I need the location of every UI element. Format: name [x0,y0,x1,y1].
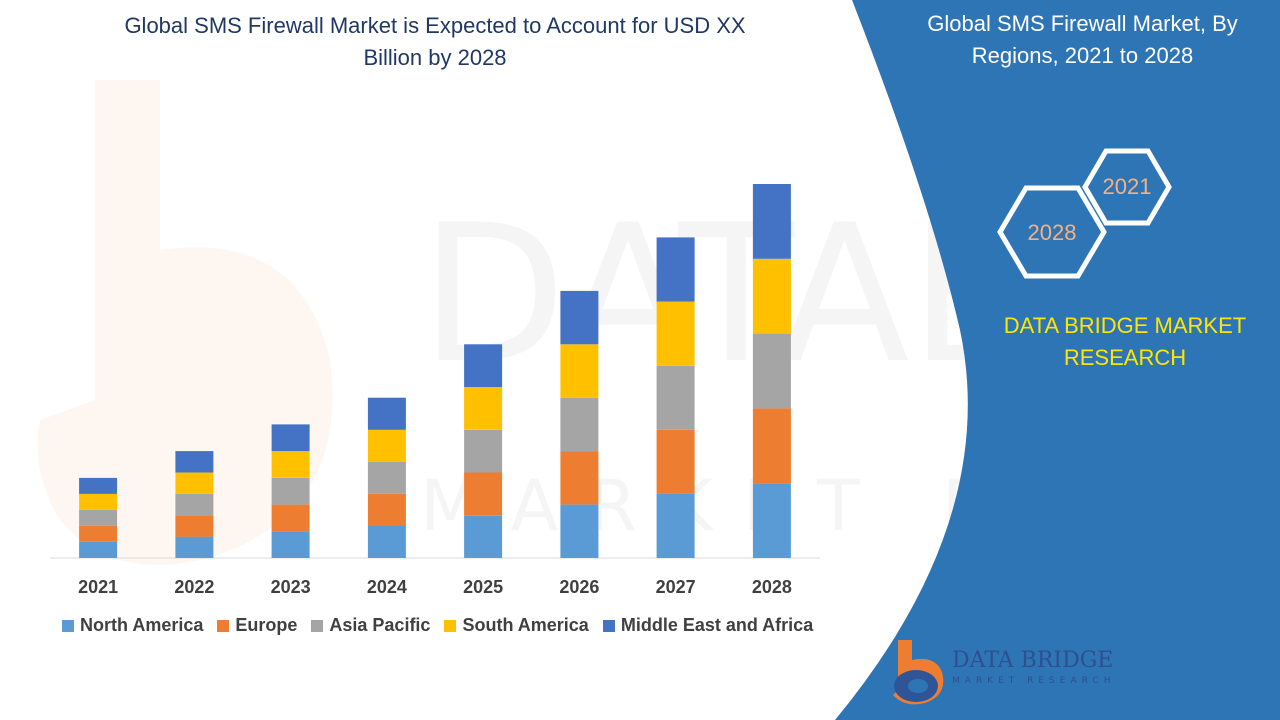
bar-segment-2025-europe [464,472,503,516]
legend-swatch [217,619,230,632]
legend-label: Middle East and Africa [620,615,814,635]
bar-segment-2023-middle-east-and-africa [271,424,310,452]
bar-segment-2021-middle-east-and-africa [79,477,118,494]
bar-segment-2027-north-america [656,493,695,558]
logo-tagline: MARKET RESEARCH [952,676,1116,686]
brand-name: DATA BRIDGE MARKET RESEARCH [1003,313,1247,370]
hexagon-2021 [1082,148,1172,226]
x-tick-label-2022: 2022 [174,577,214,597]
bar-segment-2027-asia-pacific [656,365,695,430]
x-tick-label-2024: 2024 [367,577,407,597]
legend-item-europe: Europe [217,615,297,636]
bar-segment-2022-asia-pacific [175,493,214,516]
x-tick-label-2021: 2021 [78,577,118,597]
bar-segment-2026-middle-east-and-africa [560,290,599,345]
bar-segment-2023-europe [271,504,310,532]
bar-segment-2021-north-america [79,542,118,558]
bar-segment-2026-north-america [560,504,599,558]
logo-name: DATA BRIDGE [952,648,1114,673]
stacked-bar-chart: 2021 2022 2023 2024 2025 2026 2027 2028 [50,184,820,597]
bar-segment-2024-middle-east-and-africa [367,397,406,430]
chart-title: Global SMS Firewall Market is Expected t… [124,13,746,70]
bar-segment-2028-asia-pacific [752,333,791,409]
bar-segment-2022-middle-east-and-africa [175,451,214,473]
legend-label: Asia Pacific [329,615,431,635]
legend-label: Europe [235,615,298,635]
legend-swatch [62,619,74,632]
legend-swatch [444,619,457,632]
bar-segment-2021-asia-pacific [79,509,118,526]
right-panel [835,0,1280,720]
hexagon-2021-label: 2021 [1103,174,1152,199]
x-tick-label-2028: 2028 [752,577,792,597]
bar-segment-2026-europe [560,451,599,505]
x-tick-label-2025: 2025 [463,577,503,597]
panel-title: Global SMS Firewall Market, By Regions, … [927,11,1238,68]
legend-item-asia-pacific: Asia Pacific [311,615,430,636]
bar-segment-2021-south-america [79,493,118,510]
bar-segment-2022-europe [175,515,214,537]
legend-item-south-america: South America [444,615,589,636]
x-tick-label-2023: 2023 [271,577,311,597]
bar-segment-2024-north-america [367,525,406,558]
bar-segment-2022-north-america [175,536,214,558]
bar-segment-2023-south-america [271,451,310,478]
bar-segment-2025-asia-pacific [464,429,503,473]
bar-segment-2025-north-america [464,515,503,558]
bar-segment-2027-middle-east-and-africa [656,237,695,302]
legend-item-north-america: North America [62,615,203,636]
bar-segment-2022-south-america [175,472,214,494]
bar-segment-2023-asia-pacific [271,477,310,505]
bar-segment-2028-north-america [752,483,791,558]
bar-segment-2025-middle-east-and-africa [464,344,503,387]
legend-swatch [311,619,324,632]
bar-segment-2028-europe [752,408,791,484]
hexagon-2028 [997,185,1107,279]
legend-swatch [602,619,615,632]
bar-segment-2023-north-america [271,531,310,558]
bar-segment-2024-asia-pacific [367,461,406,494]
bar-segment-2027-south-america [656,301,695,366]
bar-segment-2021-europe [79,525,118,542]
bar-segment-2028-south-america [752,258,791,334]
legend-label: North America [80,615,204,635]
bar-segment-2028-middle-east-and-africa [752,184,791,259]
legend-item-middle-east-and-africa: Middle East and Africa [602,615,814,636]
x-tick-label-2027: 2027 [656,577,696,597]
bar-segment-2027-europe [656,429,695,494]
x-tick-label-2026: 2026 [559,577,599,597]
bar-segment-2025-south-america [464,387,503,430]
hexagon-2028-label: 2028 [1028,220,1077,245]
chart-legend: North America Europe Asia Pacific South Ame… [62,615,827,636]
legend-label: South America [462,615,589,635]
dbmr-logo-icon [893,640,944,705]
bar-segment-2024-south-america [367,429,406,462]
bar-segment-2026-south-america [560,344,599,398]
bar-segment-2024-europe [367,493,406,526]
bar-segment-2026-asia-pacific [560,397,599,452]
